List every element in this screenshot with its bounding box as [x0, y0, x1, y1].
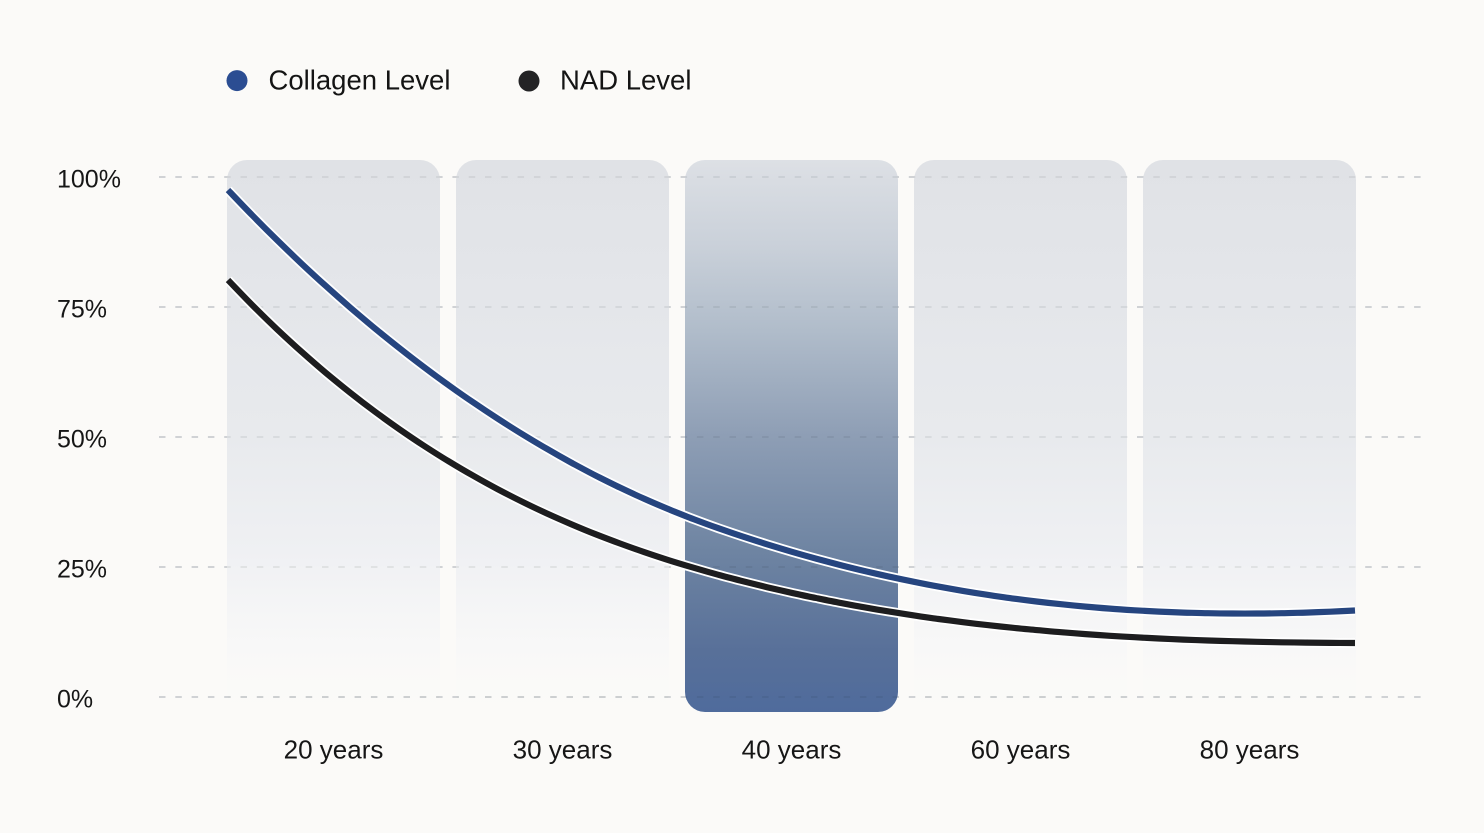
svg-text:80 years: 80 years: [1200, 735, 1300, 765]
svg-text:60 years: 60 years: [971, 735, 1071, 765]
svg-text:NAD Level: NAD Level: [560, 64, 691, 95]
svg-text:Collagen Level: Collagen Level: [269, 64, 451, 95]
svg-text:20 years: 20 years: [284, 735, 384, 765]
svg-text:0%: 0%: [57, 685, 93, 713]
svg-text:100%: 100%: [57, 165, 121, 193]
svg-text:40 years: 40 years: [742, 735, 842, 765]
svg-text:25%: 25%: [57, 555, 107, 583]
svg-text:75%: 75%: [57, 295, 107, 323]
svg-text:50%: 50%: [57, 425, 107, 453]
svg-text:30 years: 30 years: [513, 735, 613, 765]
